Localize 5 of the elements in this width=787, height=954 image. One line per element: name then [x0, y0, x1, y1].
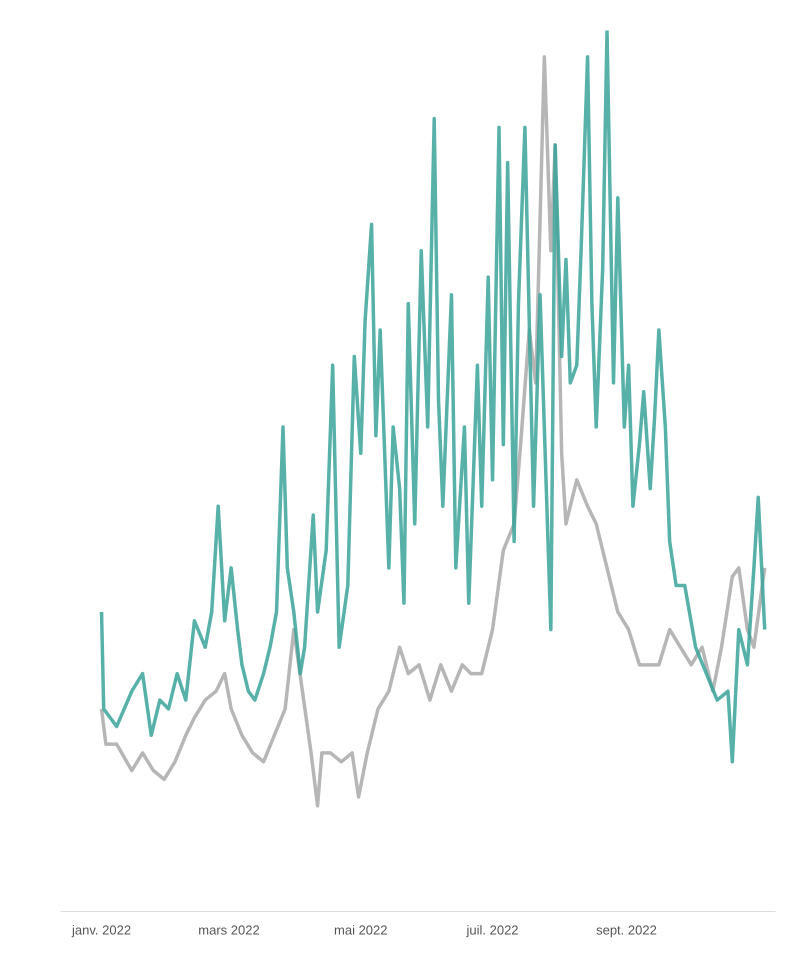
x-tick-label: mars 2022	[198, 922, 260, 938]
x-tick-label: mai 2022	[334, 922, 388, 938]
x-tick-label: janv. 2022	[71, 922, 132, 938]
x-tick-label: juil. 2022	[466, 922, 519, 938]
x-tick-label: sept. 2022	[596, 922, 657, 938]
